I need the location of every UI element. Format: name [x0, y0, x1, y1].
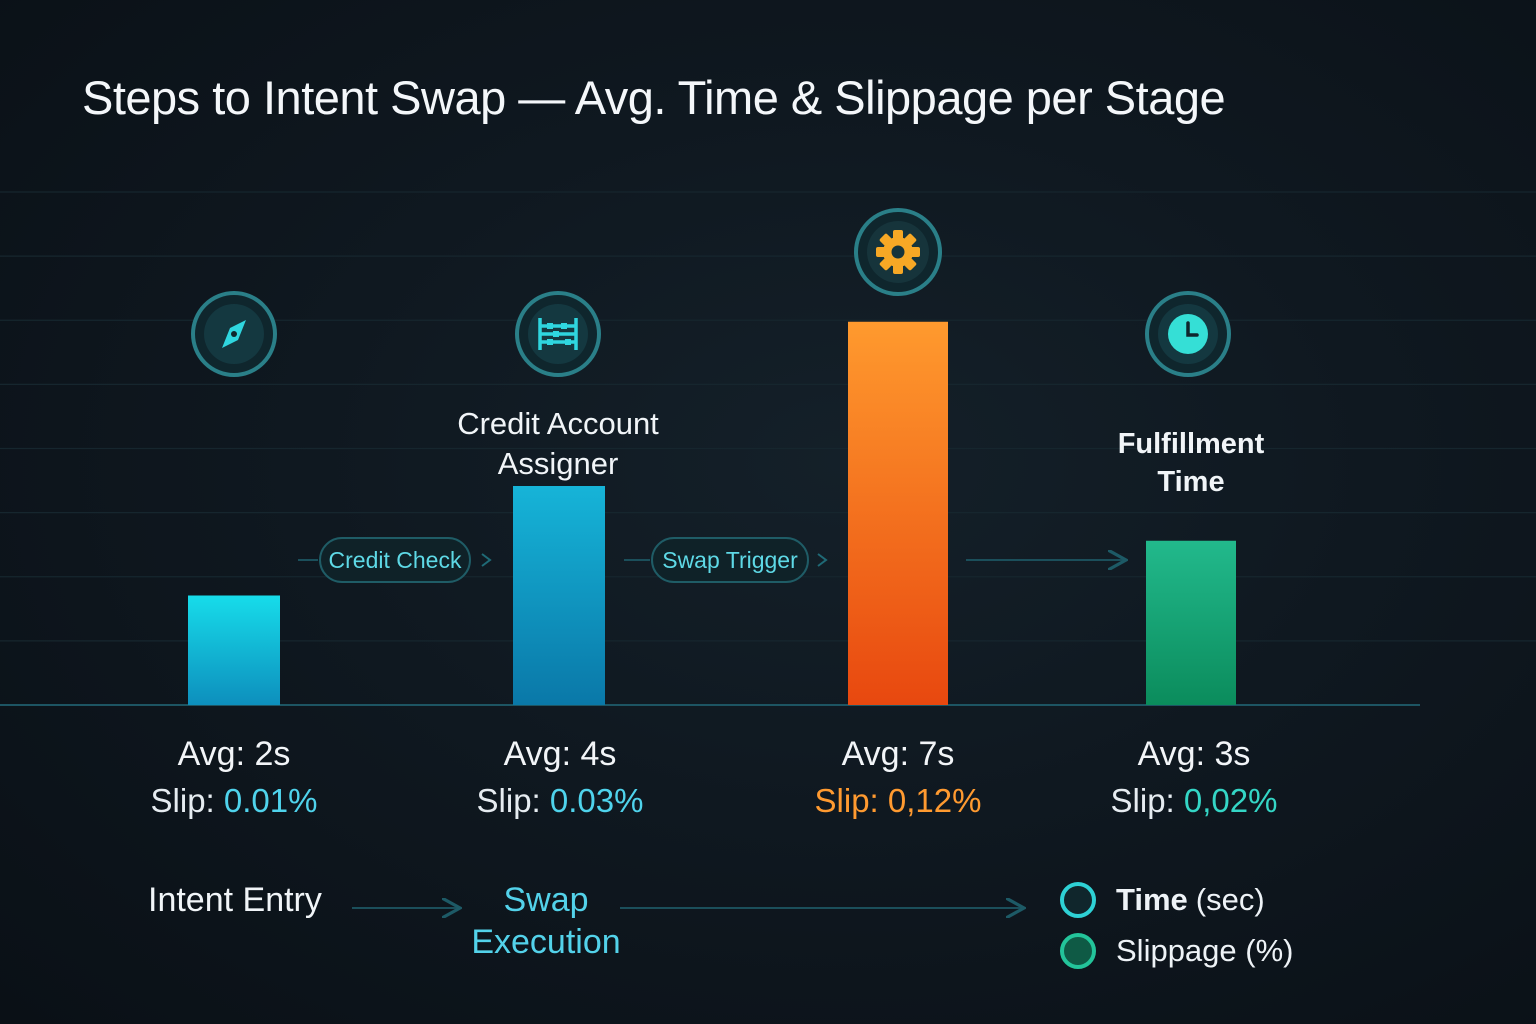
avg-time-label: Avg: 3s	[1137, 735, 1251, 773]
flow-connectors	[298, 554, 1124, 908]
flow-label-intent-entry: Intent Entry	[148, 881, 322, 919]
legend-label: (sec)	[1195, 882, 1265, 917]
slip-prefix: Slip:	[150, 782, 215, 819]
legend-item-slippage: Slippage (%)	[1060, 933, 1293, 969]
slip-prefix: Slip:	[476, 782, 541, 819]
stage-label-credit-account-assigner: Credit Account Assigner	[457, 406, 659, 481]
slip-prefix: Slip:	[1110, 782, 1175, 819]
slip-value: 0.03%	[549, 782, 644, 819]
avg-time-label: Avg: 4s	[503, 735, 617, 773]
slip-label: Slip: 0,02%	[1064, 777, 1324, 825]
chart-title: Steps to Intent Swap — Avg. Time & Slipp…	[82, 71, 1226, 124]
legend-label: Slippage (%)	[1116, 933, 1294, 968]
avg-time-label: Avg: 7s	[841, 735, 955, 773]
pill-label: Swap Trigger	[662, 547, 798, 573]
legend-swatch	[1060, 933, 1096, 969]
compass-icon	[191, 291, 277, 377]
flow-pill-credit-check: Credit Check	[319, 537, 471, 583]
stat-swap-execution: Avg: 7s Slip: 0,12%	[768, 731, 1028, 825]
slip-prefix: Slip:	[814, 782, 879, 819]
bar-swap-execution	[848, 321, 948, 705]
legend-swatch	[1060, 882, 1096, 918]
slip-label: Slip: 0.03%	[430, 777, 690, 825]
flow-pill-swap-trigger: Swap Trigger	[651, 537, 809, 583]
avg-time-label: Avg: 2s	[177, 735, 291, 773]
stat-intent-entry: Avg: 2s Slip: 0.01%	[104, 731, 364, 825]
bar-fulfillment-time	[1146, 540, 1236, 705]
abacus-icon	[515, 291, 601, 377]
slip-value: 0.01%	[223, 782, 318, 819]
bar-intent-entry	[188, 595, 280, 705]
slip-label: Slip: 0.01%	[104, 777, 364, 825]
clock-icon	[1145, 291, 1231, 377]
slip-value: 0,12%	[887, 782, 982, 819]
stat-credit-account-assigner: Avg: 4s Slip: 0.03%	[430, 731, 690, 825]
legend-label-strong: Time	[1116, 882, 1188, 917]
bar-credit-account-assigner	[513, 486, 605, 705]
slip-value: 0,02%	[1183, 782, 1278, 819]
pill-label: Credit Check	[329, 547, 462, 573]
stage-label-fulfillment-time: Fulfillment Time	[1117, 428, 1265, 498]
slip-label: Slip: 0,12%	[768, 777, 1028, 825]
stat-fulfillment-time: Avg: 3s Slip: 0,02%	[1064, 731, 1324, 825]
gear-icon	[854, 208, 942, 296]
legend-item-time: Time (sec)	[1060, 882, 1265, 918]
flow-label-swap-execution: Swap Execution	[471, 881, 621, 961]
